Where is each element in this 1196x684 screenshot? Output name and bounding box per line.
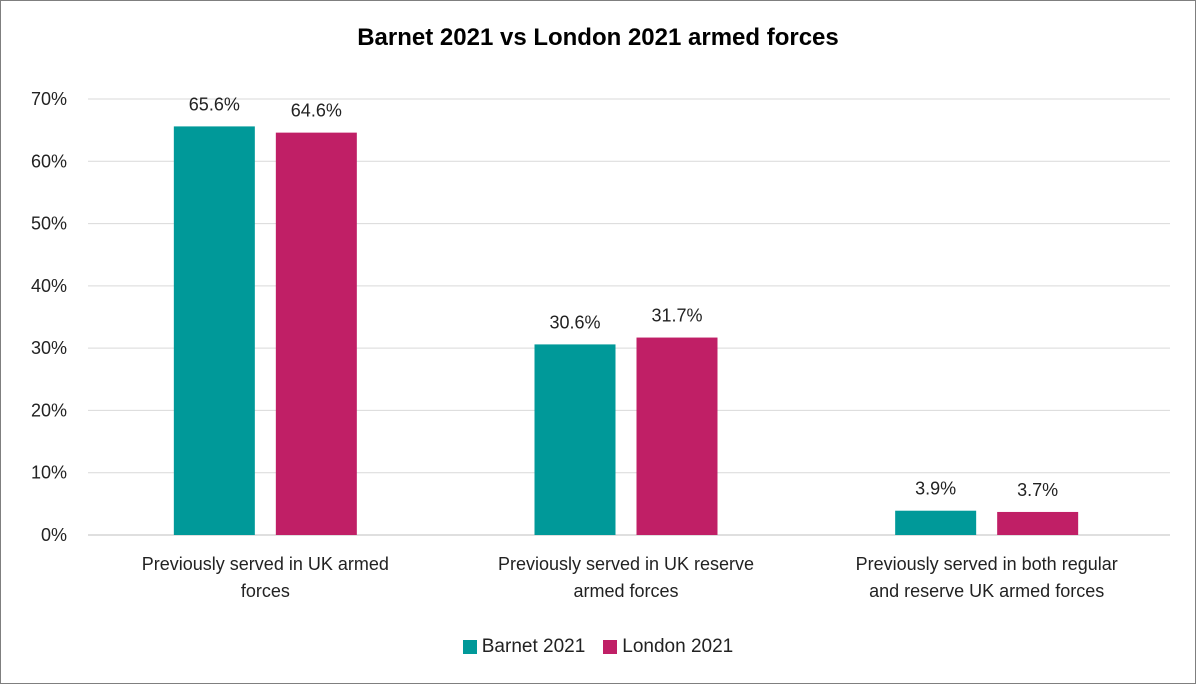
gridlines <box>88 98 1170 536</box>
bar-london <box>636 337 718 535</box>
y-tick-label: 70% <box>31 89 67 109</box>
legend-swatch-barnet <box>462 640 477 654</box>
legend-swatch-london <box>603 640 618 654</box>
y-tick-label: 0% <box>41 525 67 545</box>
legend: Barnet 2021 London 2021 <box>0 636 1196 658</box>
legend-item-london: London 2021 <box>603 636 733 658</box>
category-label: Previously served in UK reserve <box>498 554 754 574</box>
bar-barnet <box>534 344 616 535</box>
bar-barnet <box>173 126 255 536</box>
bar-london <box>275 132 357 536</box>
category-label: Previously served in both regular <box>856 554 1118 574</box>
y-tick-label: 50% <box>31 214 67 234</box>
category-label: Previously served in UK armed <box>142 554 389 574</box>
data-label: 64.6% <box>291 101 342 121</box>
chart-title: Barnet 2021 vs London 2021 armed forces <box>357 24 839 51</box>
y-tick-label: 30% <box>31 338 67 358</box>
category-label: armed forces <box>573 581 678 601</box>
category-label: forces <box>241 581 290 601</box>
legend-label-london: London 2021 <box>622 636 734 657</box>
data-labels: 65.6% 64.6% 30.6% 31.7% 3.9% 3.7% <box>189 94 1058 500</box>
bar-barnet <box>895 510 977 535</box>
category-label: and reserve UK armed forces <box>869 581 1104 601</box>
y-tick-label: 40% <box>31 276 67 296</box>
y-axis: 0% 10% 20% 30% 40% 50% 60% 70% <box>31 89 67 545</box>
data-label: 3.9% <box>915 479 956 499</box>
bar-london <box>997 511 1079 535</box>
bars <box>173 126 1079 536</box>
data-label: 65.6% <box>189 94 240 114</box>
data-label: 31.7% <box>651 306 702 326</box>
data-label: 3.7% <box>1017 480 1058 500</box>
legend-label-barnet: Barnet 2021 <box>481 636 586 657</box>
legend-item-barnet: Barnet 2021 <box>462 636 586 658</box>
y-tick-label: 10% <box>31 463 67 483</box>
y-tick-label: 60% <box>31 151 67 171</box>
data-label: 30.6% <box>549 312 600 332</box>
y-tick-label: 20% <box>31 400 67 420</box>
x-axis: Previously served in UK armed forces Previ… <box>142 554 1118 601</box>
